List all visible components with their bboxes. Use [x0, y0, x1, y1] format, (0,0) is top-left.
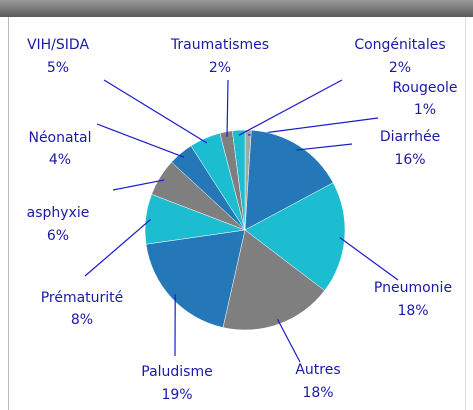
- leader-line: [112, 179, 165, 191]
- leader-line: [238, 79, 343, 136]
- leader-line: [247, 117, 379, 136]
- leader-line: [276, 318, 301, 363]
- leader-line: [84, 219, 151, 277]
- slice-value-label: 8%: [71, 312, 93, 328]
- slice-value-label: 16%: [394, 152, 425, 168]
- slice-value-label: 5%: [47, 60, 69, 76]
- slice-label: Pneumonie: [374, 280, 452, 296]
- slice-label: Prématurité: [41, 290, 124, 306]
- slice-label: asphyxie: [27, 205, 90, 221]
- header-bar: [0, 0, 473, 17]
- slice-value-label: 2%: [209, 60, 231, 76]
- slice-label: Autres: [295, 362, 340, 378]
- leader-line: [96, 123, 185, 158]
- leader-line: [226, 79, 229, 137]
- slice-label: Paludisme: [141, 364, 212, 380]
- slice-label: VIH/SIDA: [27, 37, 90, 53]
- slice-label: Diarrhée: [380, 129, 440, 145]
- pie-slice: [222, 229, 325, 331]
- slice-label: Congénitales: [354, 37, 445, 53]
- slice-value-label: 1%: [414, 102, 436, 118]
- slice-value-label: 19%: [161, 387, 192, 403]
- leader-line: [296, 143, 353, 151]
- slice-label: Néonatal: [28, 130, 91, 146]
- pie-slice: [244, 182, 346, 291]
- slice-label: Rougeole: [392, 80, 457, 96]
- pie-slice: [232, 129, 246, 231]
- pie-slice: [244, 129, 334, 231]
- slice-label: Traumatismes: [170, 37, 269, 53]
- leader-line: [339, 237, 399, 281]
- slice-value-label: 6%: [47, 228, 69, 244]
- slice-value-label: 4%: [49, 152, 71, 168]
- leader-line: [103, 79, 208, 144]
- slice-value-label: 2%: [389, 60, 411, 76]
- slice-value-label: 18%: [397, 303, 428, 319]
- slice-value-label: 18%: [302, 385, 333, 401]
- pie-slice: [145, 229, 246, 328]
